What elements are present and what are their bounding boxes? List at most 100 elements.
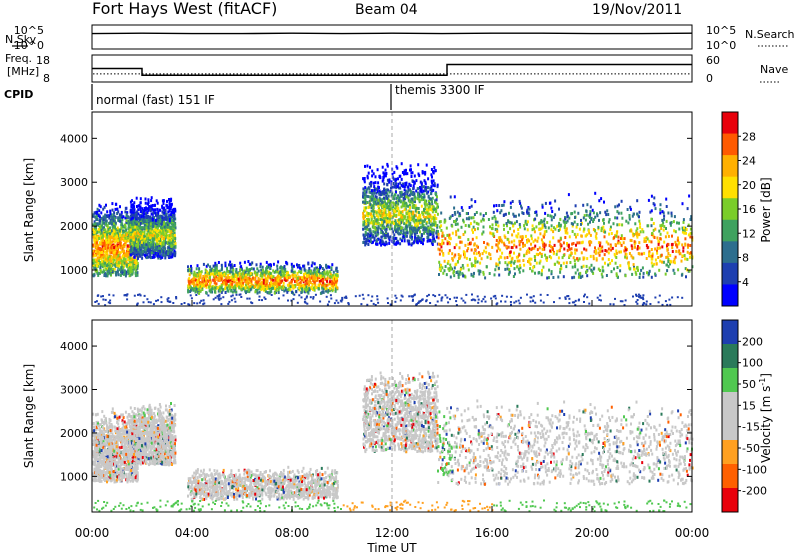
range-cell bbox=[108, 214, 110, 218]
range-cell bbox=[247, 260, 250, 263]
range-cell bbox=[415, 179, 418, 183]
range-cell bbox=[133, 237, 136, 241]
range-cell bbox=[187, 268, 190, 272]
range-cell bbox=[384, 203, 387, 207]
range-cell bbox=[401, 215, 403, 219]
range-cell bbox=[202, 277, 205, 281]
range-cell bbox=[117, 228, 120, 232]
range-cell bbox=[362, 220, 365, 224]
range-cell bbox=[399, 211, 402, 215]
range-cell bbox=[420, 194, 423, 198]
range-cell bbox=[430, 208, 433, 212]
range-cell bbox=[102, 246, 105, 250]
range-cell bbox=[392, 182, 395, 185]
range-cell bbox=[144, 201, 147, 205]
range-cell bbox=[105, 203, 107, 207]
range-cell bbox=[233, 280, 236, 284]
range-cell bbox=[132, 267, 135, 271]
range-cell bbox=[424, 188, 427, 192]
range-cell bbox=[405, 201, 408, 205]
range-cell bbox=[159, 252, 162, 256]
range-cell bbox=[142, 214, 145, 218]
range-cell bbox=[154, 234, 157, 237]
range-cell bbox=[139, 207, 142, 211]
range-cell bbox=[137, 248, 140, 252]
range-cell bbox=[114, 235, 117, 239]
range-cell bbox=[241, 287, 243, 291]
range-cell bbox=[92, 249, 95, 253]
range-cell bbox=[316, 266, 319, 270]
range-cell bbox=[289, 288, 292, 291]
range-cell bbox=[315, 286, 318, 290]
range-cell bbox=[132, 241, 135, 245]
range-cell bbox=[490, 227, 493, 231]
range-cell bbox=[673, 215, 676, 219]
range-cell bbox=[198, 270, 201, 273]
range-cell bbox=[187, 284, 190, 288]
range-cell bbox=[630, 239, 633, 242]
range-cell bbox=[188, 282, 191, 286]
range-cell bbox=[105, 222, 108, 226]
range-cell bbox=[131, 216, 134, 220]
range-cell bbox=[379, 223, 382, 227]
range-cell bbox=[166, 230, 169, 234]
range-cell bbox=[156, 215, 159, 219]
range-cell bbox=[174, 209, 177, 213]
freq-frame bbox=[91, 54, 693, 83]
range-cell bbox=[155, 233, 158, 237]
range-cell bbox=[153, 243, 156, 247]
range-cell bbox=[131, 266, 134, 269]
range-cell bbox=[136, 264, 139, 268]
range-cell bbox=[563, 247, 566, 251]
range-cell bbox=[107, 243, 110, 247]
range-cell bbox=[409, 199, 412, 203]
range-cell bbox=[125, 260, 128, 264]
range-cell bbox=[432, 239, 435, 243]
range-cell bbox=[283, 265, 286, 268]
range-cell bbox=[367, 232, 370, 236]
nsky-frame bbox=[91, 24, 693, 50]
range-cell bbox=[115, 272, 118, 276]
range-cell bbox=[246, 269, 249, 272]
range-cell bbox=[136, 262, 139, 265]
range-cell bbox=[130, 270, 133, 273]
range-cell bbox=[248, 262, 251, 266]
range-cell bbox=[315, 266, 317, 270]
range-cell bbox=[285, 274, 288, 278]
range-cell bbox=[369, 202, 372, 206]
range-cell bbox=[122, 249, 125, 253]
range-cell bbox=[293, 274, 296, 277]
range-cell bbox=[379, 193, 382, 197]
range-cell bbox=[224, 261, 227, 265]
range-cell bbox=[145, 206, 147, 210]
range-cell bbox=[280, 266, 283, 270]
range-cell bbox=[171, 215, 174, 219]
range-cell bbox=[378, 186, 380, 190]
range-cell bbox=[364, 186, 367, 190]
range-cell bbox=[112, 250, 115, 254]
range-cell bbox=[272, 278, 275, 282]
range-cell bbox=[310, 286, 313, 290]
range-cell bbox=[571, 276, 574, 280]
range-cell bbox=[403, 200, 406, 204]
range-cell bbox=[213, 271, 216, 275]
range-cell bbox=[231, 290, 234, 294]
range-cell bbox=[377, 215, 380, 219]
range-cell bbox=[372, 220, 375, 223]
range-cell bbox=[120, 214, 123, 217]
range-cell bbox=[105, 247, 108, 251]
range-cell bbox=[95, 248, 98, 251]
range-cell bbox=[239, 261, 242, 265]
range-cell bbox=[143, 207, 146, 210]
range-cell bbox=[149, 236, 152, 240]
range-cell bbox=[165, 232, 168, 236]
range-cell bbox=[99, 266, 102, 270]
range-cell bbox=[229, 270, 232, 274]
range-cell bbox=[430, 227, 433, 231]
range-cell bbox=[289, 281, 292, 285]
range-cell bbox=[306, 277, 309, 281]
range-cell bbox=[116, 235, 119, 239]
range-cell bbox=[219, 289, 222, 293]
range-cell bbox=[376, 168, 379, 172]
range-cell bbox=[603, 221, 605, 225]
